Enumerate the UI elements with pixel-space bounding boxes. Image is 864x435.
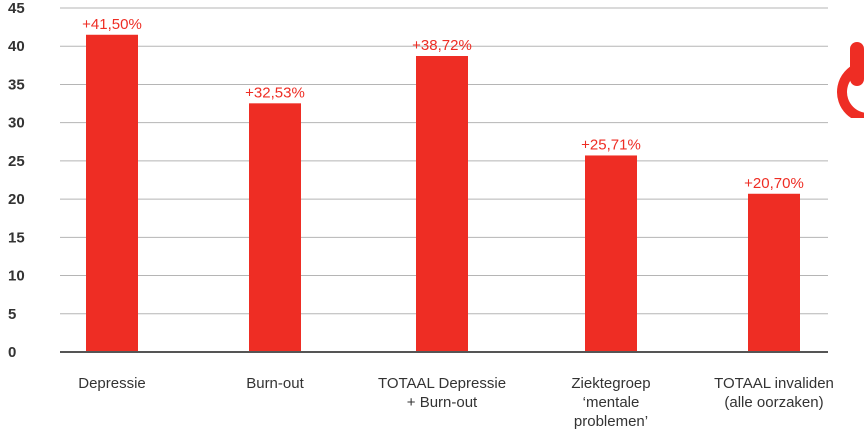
bar [86, 34, 138, 352]
y-tick-label: 35 [8, 76, 25, 93]
y-tick-label: 40 [8, 38, 25, 55]
bar [416, 56, 468, 352]
data-label: +38,72% [412, 37, 472, 54]
x-tick-label-line: ‘mentale [583, 394, 640, 411]
y-tick-label: 30 [8, 115, 25, 132]
bars [86, 34, 800, 352]
y-tick-label: 5 [8, 306, 16, 323]
x-tick-label-line: Burn-out [246, 375, 304, 392]
x-tick-label: Ziektegroep ‘mentale problemen’ [571, 375, 650, 430]
x-tick-label-line: (alle oorzaken) [724, 394, 823, 411]
x-tick-label-line: Ziektegroep [571, 375, 650, 392]
x-tick-label: TOTAAL invaliden (alle oorzaken) [714, 375, 834, 411]
data-label: +25,71% [581, 136, 641, 153]
x-tick-label: Depressie [78, 375, 146, 392]
x-tick-label-line: TOTAAL Depressie [378, 375, 506, 392]
y-tick-label: 10 [8, 268, 25, 285]
x-tick-label-line: Depressie [78, 375, 146, 392]
y-tick-label: 20 [8, 191, 25, 208]
y-tick-label: 15 [8, 229, 25, 246]
bar [249, 103, 301, 352]
x-tick-label-line: problemen’ [574, 413, 648, 430]
y-tick-label: 25 [8, 153, 25, 170]
x-tick-label-line: TOTAAL invaliden [714, 375, 834, 392]
y-tick-labels: 0 5 10 15 20 25 30 35 40 45 [8, 0, 25, 361]
x-tick-label: Burn-out [246, 375, 304, 392]
data-labels: +41,50% +32,53% +38,72% +25,71% +20,70% [82, 16, 804, 192]
data-label: +20,70% [744, 175, 804, 192]
x-tick-label: TOTAAL Depressie + Burn-out [378, 375, 506, 411]
x-tick-label-line: + Burn-out [407, 394, 478, 411]
y-tick-label: 45 [8, 0, 25, 17]
power-icon [837, 42, 864, 118]
x-tick-labels: Depressie Burn-out TOTAAL Depressie + Burn-… [78, 375, 834, 430]
bar [585, 155, 637, 352]
data-label: +41,50% [82, 16, 142, 33]
y-tick-label: 0 [8, 344, 16, 361]
data-label: +32,53% [245, 84, 305, 101]
bar [748, 193, 800, 352]
